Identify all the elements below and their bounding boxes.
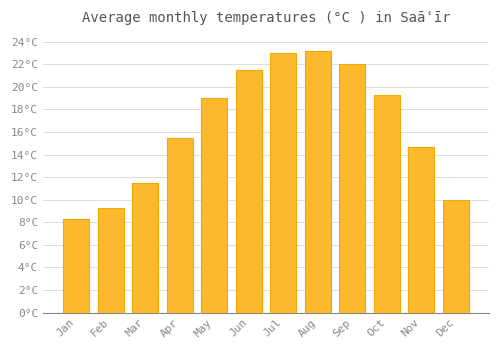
- Bar: [98, 208, 124, 313]
- Bar: [270, 53, 296, 313]
- Bar: [166, 138, 192, 313]
- Bar: [304, 51, 330, 313]
- Bar: [63, 219, 89, 313]
- Bar: [201, 98, 227, 313]
- Bar: [408, 147, 434, 313]
- Bar: [339, 64, 365, 313]
- Bar: [132, 183, 158, 313]
- Bar: [236, 70, 262, 313]
- Bar: [374, 95, 400, 313]
- Bar: [442, 200, 468, 313]
- Title: Average monthly temperatures (°C ) in Saāʿīr: Average monthly temperatures (°C ) in Sa…: [82, 11, 450, 25]
